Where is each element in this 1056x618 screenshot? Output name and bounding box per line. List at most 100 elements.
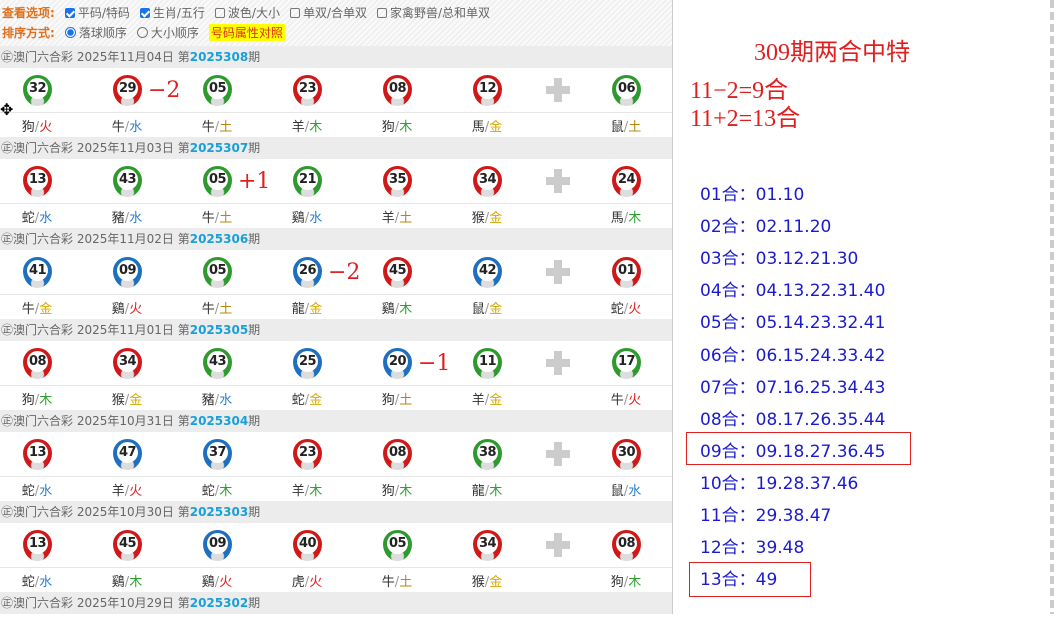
checkbox[interactable] [289, 7, 300, 18]
ball-green: 05 [203, 75, 232, 106]
ball-number: 30 [616, 442, 637, 463]
zodiac: 鷄 [291, 211, 305, 226]
ball-number: 05 [207, 169, 228, 190]
view-option-3[interactable]: 单双/合单双 [289, 4, 367, 21]
issue-number[interactable]: 2025305 [189, 323, 249, 337]
element: 火 [628, 302, 642, 317]
view-option-2[interactable]: 波色/大小 [214, 4, 280, 21]
zodiac: 鷄 [111, 302, 125, 317]
he-item: 11合：29.38.47 [700, 506, 832, 526]
ball-number: 08 [387, 442, 408, 463]
zodiac: 狗 [381, 120, 395, 135]
ball-green: 05 [383, 530, 412, 561]
draw-date: ㊣澳门六合彩 2025年10月29日 第 [1, 596, 190, 610]
zodiac-element: 豬/水 [197, 389, 237, 408]
view-option-4[interactable]: 家禽野兽/总和单双 [377, 4, 490, 21]
zodiac-element: 狗/土 [377, 389, 417, 408]
ball-blue: 20 [383, 348, 412, 379]
zodiac-row: 蛇/水 鷄/木 鷄/火 虎/火 牛/土 猴/金 狗/木 [0, 568, 672, 592]
ball-number: 40 [297, 533, 318, 554]
options-bar: 查看选项: 平码/特码 生肖/五行 波色/大小 单双/合单双 家禽野兽/总和单双 排序方… [0, 0, 672, 46]
zodiac-element: 牛/土 [197, 207, 237, 226]
draw-date: ㊣澳门六合彩 2025年11月02日 第 [1, 232, 190, 246]
view-options-label: 查看选项: [2, 5, 55, 20]
zodiac: 羊 [291, 484, 305, 499]
zodiac: 狗 [21, 120, 35, 135]
checkbox[interactable] [139, 7, 150, 18]
separator: / [394, 575, 400, 590]
element: 火 [39, 120, 53, 135]
separator: / [623, 393, 629, 408]
ball-green: 05 [203, 166, 232, 197]
zodiac: 羊 [381, 211, 395, 226]
sort-option-0[interactable]: 落球顺序 [64, 24, 127, 41]
element: 水 [39, 484, 53, 499]
ball-blue: 09 [113, 257, 142, 288]
ball-green: 43 [203, 348, 232, 379]
ball-number: 35 [387, 169, 408, 190]
zodiac: 牛 [201, 211, 215, 226]
separator: / [34, 120, 40, 135]
issue-suffix: 期 [248, 50, 261, 64]
zodiac-element: 羊/木 [287, 480, 327, 499]
issue-number[interactable]: 2025306 [189, 232, 249, 246]
checkbox[interactable] [377, 7, 387, 18]
ball-red: 08 [23, 348, 52, 379]
zodiac-element: 鷄/木 [377, 298, 417, 317]
ball-number: 05 [207, 78, 228, 99]
issue-number[interactable]: 2025308 [189, 50, 249, 64]
issue-number[interactable]: 2025303 [189, 505, 249, 519]
separator: / [304, 302, 310, 317]
ball-green: 06 [612, 75, 641, 106]
issue-number[interactable]: 2025304 [189, 414, 249, 428]
draw-block: ㊣澳门六合彩 2025年11月01日 第2025305期 08 34 43 25 20 11… [0, 319, 672, 410]
ball-number: 05 [387, 533, 408, 554]
sort-option-1[interactable]: 大小顺序 [136, 24, 199, 41]
equation: 11−2=9合 [690, 78, 789, 104]
element: 水 [129, 211, 143, 226]
issue-number[interactable]: 2025302 [189, 596, 249, 610]
draw-header: ㊣澳门六合彩 2025年11月02日 第2025306期 [0, 228, 672, 250]
adjust-note: −1 [418, 351, 451, 376]
separator: / [124, 575, 130, 590]
ball-red: 08 [612, 530, 641, 561]
ball-number: 09 [117, 260, 138, 281]
zodiac-element: 鷄/火 [107, 298, 147, 317]
issue-suffix: 期 [248, 414, 261, 428]
element: 木 [129, 575, 143, 590]
checkbox[interactable] [64, 7, 75, 18]
zodiac: 馬 [471, 120, 485, 135]
highlight-box-13 [689, 562, 811, 597]
adjust-note: −2 [148, 78, 181, 103]
ball-number: 05 [207, 260, 228, 281]
ball-number: 38 [477, 442, 498, 463]
separator: / [214, 575, 220, 590]
ball-number: 13 [27, 533, 48, 554]
zodiac-element: 牛/土 [197, 116, 237, 135]
view-option-1[interactable]: 生肖/五行 [139, 4, 205, 21]
zodiac: 猴 [111, 393, 125, 408]
issue-number[interactable]: 2025307 [189, 141, 249, 155]
option-label: 单双/合单双 [302, 5, 367, 20]
checkbox[interactable] [214, 7, 225, 18]
separator: / [623, 211, 629, 226]
ball-number: 08 [616, 533, 637, 554]
he-item: 13合：49 [700, 570, 778, 591]
option-label: 平码/特码 [77, 5, 130, 20]
ball-red: 23 [293, 75, 322, 106]
view-option-0[interactable]: 平码/特码 [64, 4, 130, 21]
separator: / [623, 575, 629, 590]
he-item: 06合：06.15.24.33.42 [700, 345, 886, 366]
radio[interactable] [64, 26, 76, 38]
scrollbar[interactable] [1050, 0, 1054, 614]
ball-row: 32 29 05 23 08 12 06 −2 [0, 68, 672, 113]
radio[interactable] [136, 26, 148, 38]
element: 金 [309, 393, 323, 408]
zodiac-element: 羊/土 [377, 207, 417, 226]
ball-number: 42 [477, 260, 498, 281]
separator: / [484, 120, 490, 135]
draw-block: ㊣澳门六合彩 2025年10月31日 第2025304期 13 47 37 23 08 38… [0, 410, 672, 501]
compare-link[interactable]: 号码属性对照 [208, 23, 285, 41]
zodiac-element: 猴/金 [107, 389, 147, 408]
element: 金 [309, 302, 323, 317]
